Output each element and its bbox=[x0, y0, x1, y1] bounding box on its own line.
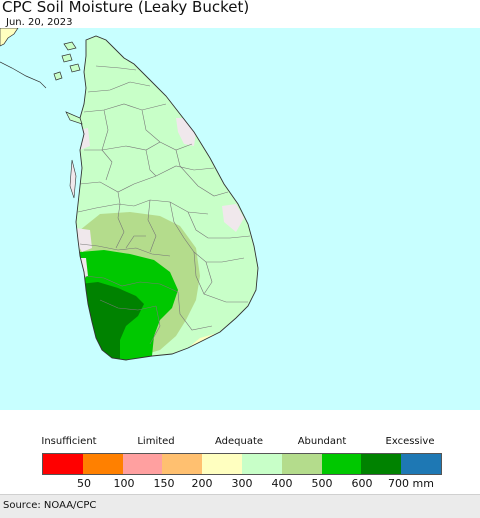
legend-swatch-8 bbox=[321, 454, 362, 474]
soil-moisture-map bbox=[0, 28, 480, 410]
legend-tick: 400 bbox=[271, 477, 293, 490]
legend-tick: 200 bbox=[191, 477, 213, 490]
legend-tick: 700 mm bbox=[388, 477, 434, 490]
legend-category-abundant: Abundant bbox=[297, 436, 347, 447]
legend-tick: 100 bbox=[113, 477, 135, 490]
legend-swatch-4 bbox=[162, 454, 203, 474]
legend-swatch-6 bbox=[241, 454, 282, 474]
legend-colorbar bbox=[42, 453, 442, 475]
legend-tick: 600 bbox=[351, 477, 373, 490]
limited-patch-west bbox=[76, 228, 92, 252]
india-coast bbox=[0, 28, 19, 47]
india-coast-edge bbox=[0, 61, 47, 89]
kalpitiya-spit bbox=[69, 159, 77, 199]
legend-swatch-9 bbox=[361, 454, 402, 474]
legend-category-limited: Limited bbox=[137, 436, 175, 447]
jaffna-islands bbox=[53, 41, 81, 81]
source-label: Source: NOAA/CPC bbox=[3, 500, 97, 511]
legend-swatch-5 bbox=[202, 454, 242, 474]
legend-tick-labels: 50 100 150 200 300 400 500 600 700 mm bbox=[0, 477, 480, 491]
legend-category-adequate: Adequate bbox=[214, 436, 264, 447]
legend-category-insufficient: Insufficient bbox=[41, 436, 97, 447]
map-date: Jun. 20, 2023 bbox=[6, 17, 73, 28]
island-coastline bbox=[75, 35, 259, 361]
legend-swatch-2 bbox=[82, 454, 123, 474]
district-boundaries bbox=[77, 65, 251, 345]
legend-tick: 150 bbox=[153, 477, 175, 490]
legend-swatch-10 bbox=[401, 454, 441, 474]
map-title: CPC Soil Moisture (Leaky Bucket) bbox=[2, 0, 250, 16]
limited-patch-east bbox=[222, 204, 244, 232]
mannar-island bbox=[65, 111, 83, 125]
legend-swatch-7 bbox=[281, 454, 322, 474]
legend-category-labels: Insufficient Limited Adequate Abundant E… bbox=[0, 436, 480, 450]
legend-swatch-3 bbox=[122, 454, 163, 474]
source-footer: Source: NOAA/CPC bbox=[0, 494, 480, 518]
legend-tick: 300 bbox=[231, 477, 253, 490]
legend-tick: 50 bbox=[77, 477, 91, 490]
legend-swatch-1 bbox=[43, 454, 83, 474]
legend-tick: 500 bbox=[311, 477, 333, 490]
legend-category-excessive: Excessive bbox=[385, 436, 435, 447]
